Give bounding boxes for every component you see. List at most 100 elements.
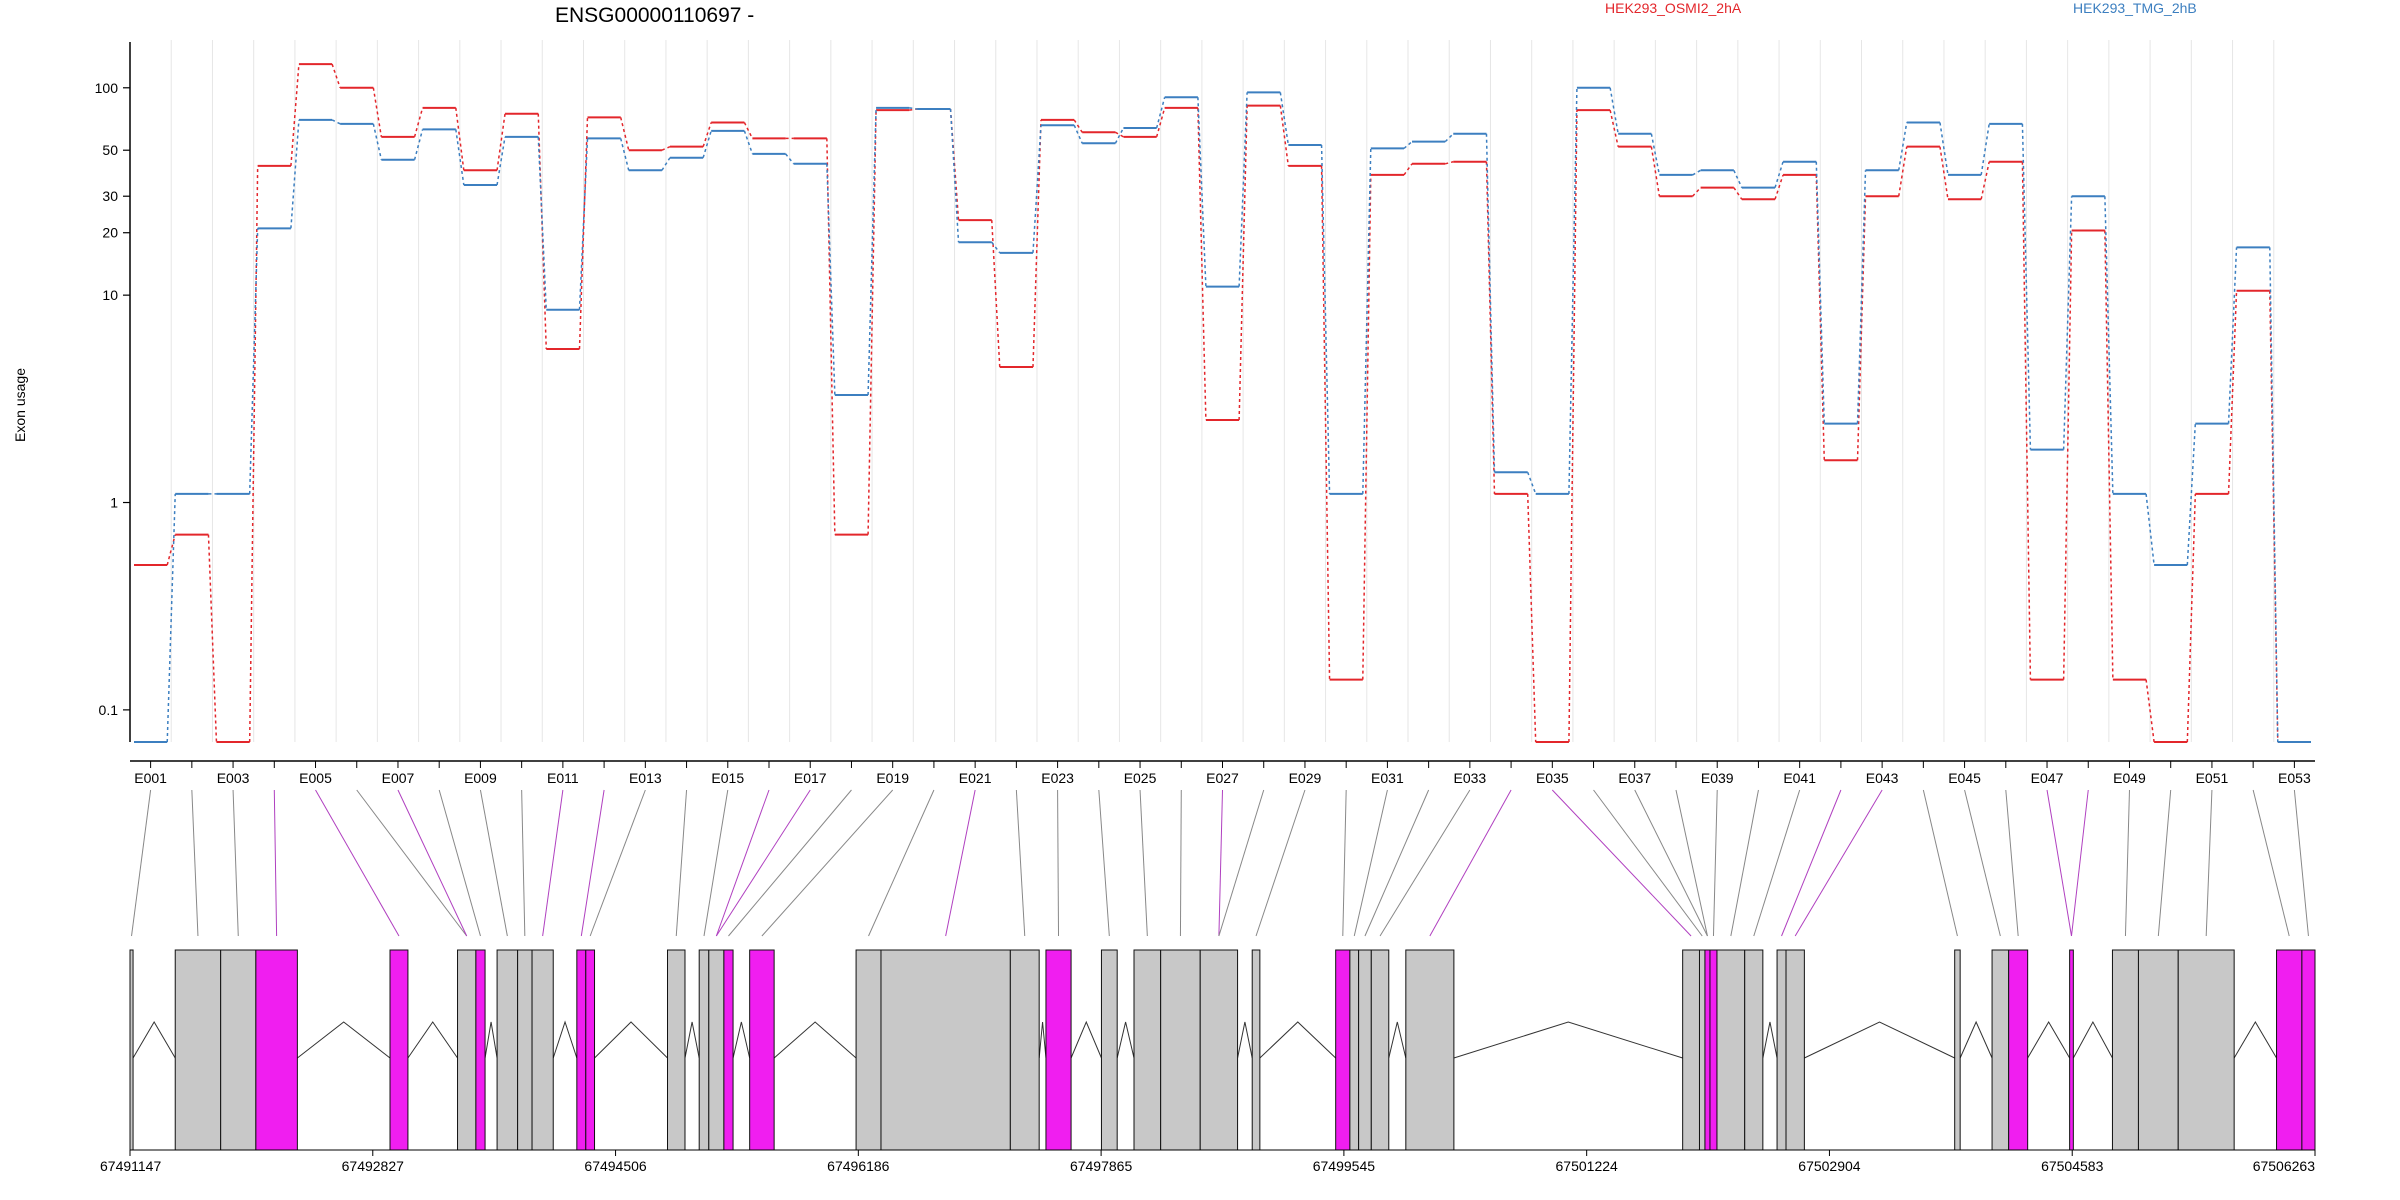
exon-box [475,949,486,1151]
series-connector [578,117,589,350]
y-tick-label: 1 [110,495,118,511]
x-tick-label: E037 [1618,770,1651,786]
exon-box [2276,949,2303,1151]
exon-connector [1015,789,1026,937]
series-connector [1238,105,1248,421]
series-connector [1897,122,1908,171]
series-connector [661,145,671,151]
series-connector [1650,133,1661,176]
exon-connector [397,789,468,937]
exon-connector [1753,789,1801,937]
exon-box [517,949,533,1151]
exon-box [855,949,882,1151]
exon-box [1954,949,1961,1151]
series-connector [1032,119,1042,368]
exon-box [1776,949,1787,1151]
x-tick-label: E019 [876,770,909,786]
series-connector [1692,187,1702,197]
exon-connector [1730,789,1759,937]
series-connector [1362,174,1372,680]
series-connector [1197,107,1207,421]
exon-box [1335,949,1351,1151]
x-tick-label: E033 [1454,770,1487,786]
series-connector [991,241,1001,254]
exon-box [1704,949,1711,1151]
series-connector [1485,133,1496,473]
intron-line [1237,1021,1253,1059]
exon-connector [232,789,239,937]
series-connector [2145,679,2155,743]
x-tick-label: E029 [1289,770,1322,786]
exon-box [708,949,725,1151]
series-connector [537,136,548,310]
series-connector [1444,133,1454,143]
exon-connector [1364,789,1430,937]
x-tick-label: E001 [134,770,167,786]
series-connector [1980,161,1990,200]
series-connector [413,129,424,160]
y-tick-label: 10 [102,287,118,303]
coordinate-label: 67501224 [1556,1158,1619,1174]
intron-line [732,1021,751,1059]
series-connector [1609,87,1619,134]
exon-box [1370,949,1390,1151]
intron-line [1070,1020,1102,1059]
x-tick-label: E053 [2278,770,2311,786]
series-connector [372,123,383,160]
series-connector [1815,161,1826,424]
exon-box [1744,949,1764,1151]
intron-line [1804,1021,1955,1059]
exon-connector [1342,789,1347,937]
series-connector [1115,131,1124,138]
series-connector [1774,161,1784,188]
series-connector [1197,97,1207,287]
series-connector [2104,230,2114,680]
exon-box [1682,949,1700,1151]
intron-line [1259,1021,1337,1059]
coordinate-label: 67506263 [2253,1158,2316,1174]
x-tick-label: E045 [1948,770,1981,786]
exon-connector [131,789,152,937]
exon-box [457,949,477,1151]
x-tick-label: E003 [217,770,250,786]
series-connector [1403,163,1413,176]
series-connector [949,108,960,243]
series-connector [578,138,589,310]
x-tick-label: E007 [382,770,415,786]
intron-line [2072,1020,2113,1059]
series-connector [1445,160,1454,165]
series-connector [455,107,465,171]
series-connector [496,136,506,186]
intron-line [484,1021,498,1059]
exon-connector [1139,789,1148,937]
exon-box [1160,949,1201,1151]
intron-line [773,1021,857,1059]
exon-connector [315,789,400,937]
exon-box [667,949,686,1151]
exon-box [1698,949,1706,1151]
exon-connector [1057,789,1060,937]
exon-box [174,949,222,1151]
series-connector [1238,92,1248,287]
exon-connector [1551,789,1692,937]
coordinate-label: 67502904 [1798,1158,1861,1174]
series-connector [413,107,424,138]
vertical-gridlines [170,40,2275,742]
x-tick-label: E043 [1866,770,1899,786]
exon-box [1716,949,1746,1151]
x-tick-label: E051 [2196,770,2229,786]
series-connector [1155,97,1166,129]
exon-connector [2046,789,2072,937]
series-connector [1774,174,1784,200]
coordinate-label: 67496186 [827,1158,890,1174]
exon-connector [2070,789,2089,937]
x-tick-label: E025 [1124,770,1157,786]
x-tick-label: E013 [629,770,662,786]
series-connector [248,228,259,494]
exon-connector [580,789,605,937]
exon-connector [715,789,770,937]
exon-connector [945,789,976,937]
series-connector [290,64,300,166]
exon-box [1785,949,1805,1151]
exon-connector [1634,789,1708,937]
